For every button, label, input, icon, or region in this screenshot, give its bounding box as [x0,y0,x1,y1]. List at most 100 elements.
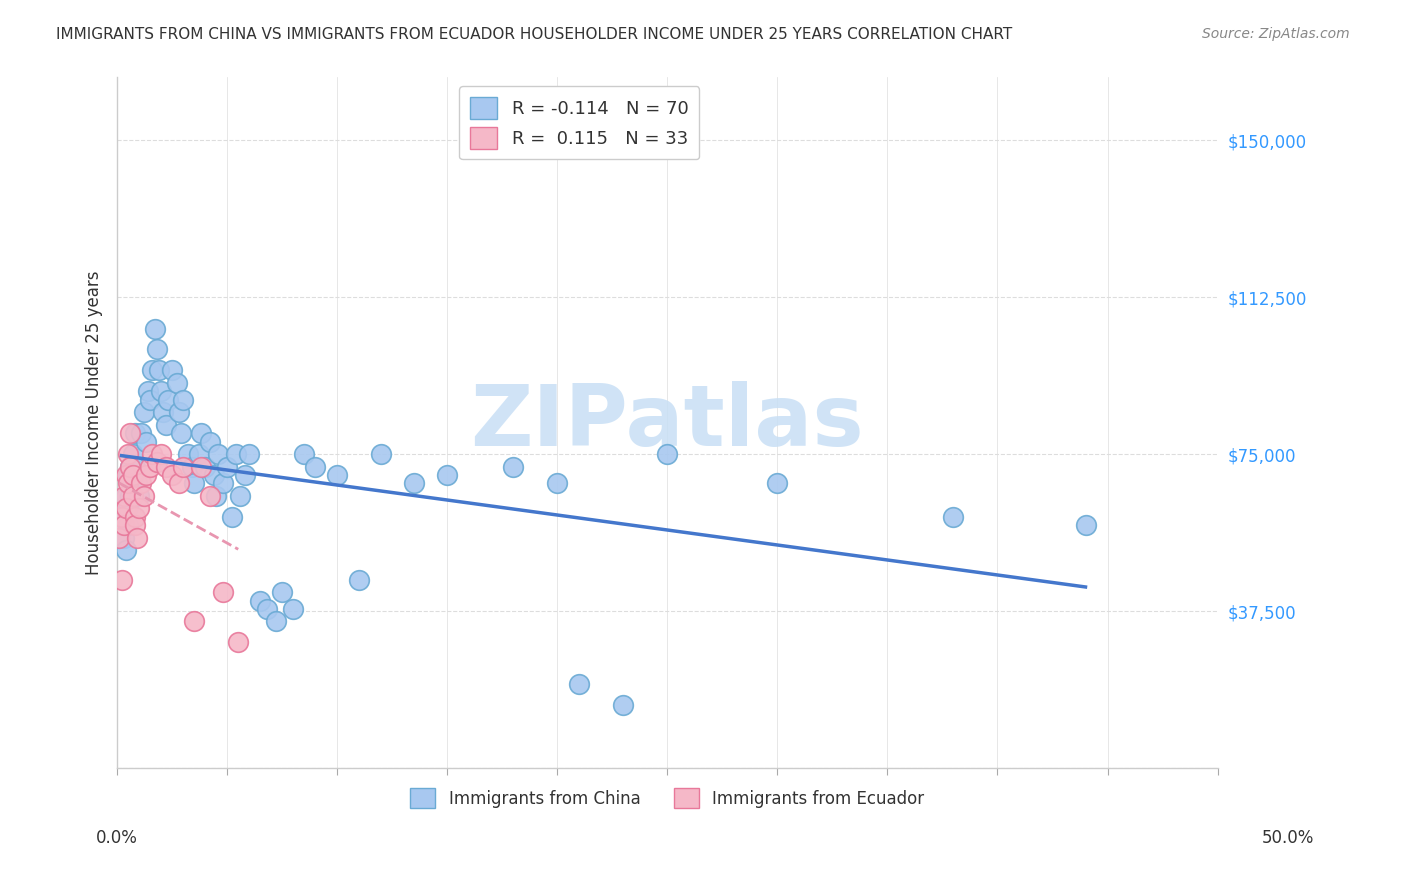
Point [264,615,287,629]
Point [221,509,243,524]
Point [229,489,252,503]
Point [135,468,157,483]
Point [120,426,142,441]
Point [121,447,143,461]
Point [115,489,138,503]
Point [124,518,146,533]
Point [124,459,146,474]
Point [205,489,228,503]
Point [150,384,173,399]
Point [172,392,194,407]
Point [131,476,153,491]
Point [404,476,426,491]
Point [657,447,679,461]
Point [128,501,150,516]
Point [125,531,148,545]
Legend: Immigrants from China, Immigrants from Ecuador: Immigrants from China, Immigrants from E… [404,781,931,815]
Point [141,447,163,461]
Point [211,476,233,491]
Point [233,468,256,483]
Point [238,447,260,461]
Point [942,509,965,524]
Point [1074,518,1097,533]
Point [190,426,212,441]
Point [292,447,315,461]
Point [131,426,153,441]
Point [120,459,142,474]
Point [115,468,138,483]
Point [117,501,139,516]
Point [167,405,190,419]
Point [190,459,212,474]
Point [136,384,159,399]
Point [568,677,591,691]
Point [198,489,221,503]
Point [502,459,524,474]
Point [124,426,146,441]
Point [117,476,139,491]
Point [117,447,139,461]
Point [766,476,789,491]
Point [156,392,179,407]
Point [132,489,155,503]
Point [217,459,239,474]
Point [181,459,204,474]
Point [128,489,150,503]
Point [125,476,148,491]
Point [121,468,143,483]
Point [207,447,229,461]
Text: ZIPatlas: ZIPatlas [471,381,865,464]
Point [117,468,139,483]
Point [194,459,217,474]
Point [139,459,162,474]
Point [110,573,132,587]
Point [172,459,194,474]
Point [112,518,135,533]
Point [283,602,305,616]
Point [183,615,205,629]
Point [370,447,392,461]
Point [143,321,166,335]
Point [436,468,458,483]
Point [166,376,188,390]
Point [256,602,278,616]
Point [167,476,190,491]
Text: 0.0%: 0.0% [96,829,138,847]
Point [155,417,177,432]
Point [612,698,634,713]
Point [187,447,209,461]
Point [117,518,139,533]
Point [226,635,249,649]
Point [108,531,131,545]
Point [146,455,169,469]
Text: 50.0%: 50.0% [1263,829,1315,847]
Point [152,405,174,419]
Point [124,509,146,524]
Point [146,343,169,357]
Point [349,573,371,587]
Point [150,447,173,461]
Point [115,501,138,516]
Point [141,363,163,377]
Point [225,447,247,461]
Point [546,476,568,491]
Point [160,363,183,377]
Point [132,405,155,419]
Point [271,585,294,599]
Text: Source: ZipAtlas.com: Source: ZipAtlas.com [1202,27,1350,41]
Point [304,459,326,474]
Point [202,468,225,483]
Point [139,392,162,407]
Point [148,363,170,377]
Point [170,426,193,441]
Y-axis label: Householder Income Under 25 years: Householder Income Under 25 years [86,270,103,575]
Point [160,468,183,483]
Point [249,593,271,607]
Point [211,585,233,599]
Point [120,459,142,474]
Point [121,489,143,503]
Point [176,447,198,461]
Point [110,509,132,524]
Point [121,476,143,491]
Point [155,459,177,474]
